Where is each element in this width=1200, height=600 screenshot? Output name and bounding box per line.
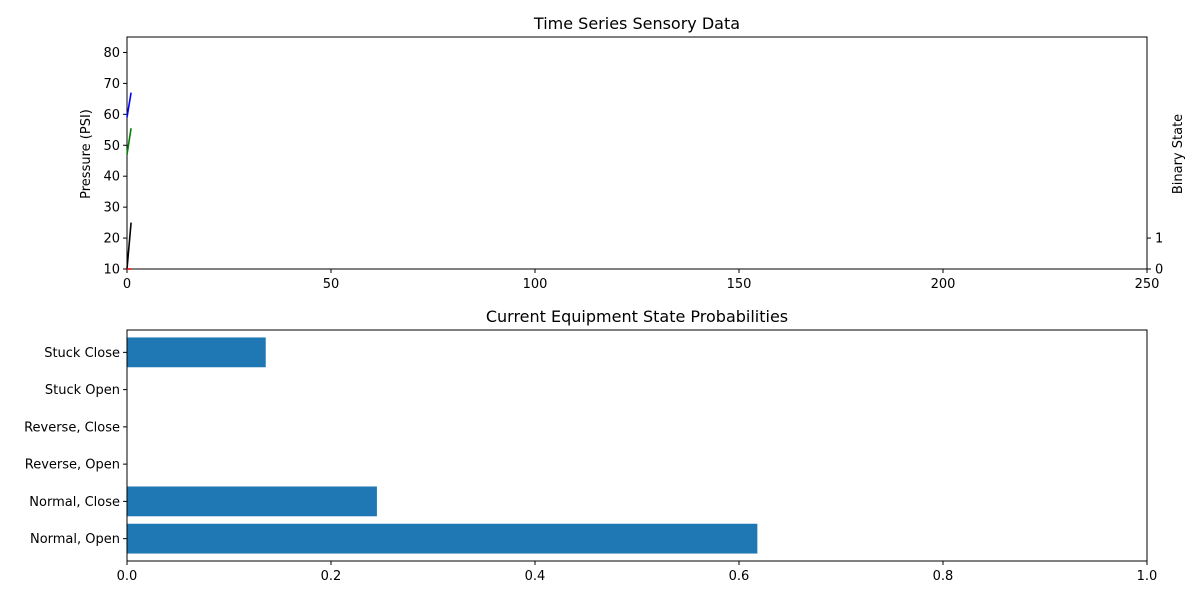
plot-frame bbox=[126, 36, 1148, 270]
y-axis-ticks: Normal, Open Normal, Close Reverse, Open Re… bbox=[24, 346, 127, 547]
y-tick-label: 10 bbox=[103, 263, 120, 278]
y-tick-label: 70 bbox=[103, 77, 120, 92]
x-axis-ticks: 0 50 100 150 200 250 bbox=[123, 269, 1160, 292]
y-axis-ticks: 10 20 30 40 50 60 70 80 bbox=[103, 46, 127, 278]
y-tick-label: 20 bbox=[103, 232, 120, 247]
y-tick-label: Reverse, Open bbox=[25, 458, 120, 473]
x-tick-label: 0.2 bbox=[321, 569, 342, 584]
bars bbox=[127, 337, 758, 554]
state-probability-chart: Current Equipment State Probabilities 0.… bbox=[24, 307, 1157, 584]
y-tick-label: 60 bbox=[103, 108, 120, 123]
y-tick-label: 80 bbox=[103, 46, 120, 61]
bar bbox=[127, 486, 377, 517]
x-tick-label: 50 bbox=[323, 277, 340, 292]
bar bbox=[127, 337, 266, 368]
series-lines bbox=[126, 92, 132, 270]
y-tick-label: 30 bbox=[103, 201, 120, 216]
chart-title: Current Equipment State Probabilities bbox=[486, 307, 788, 326]
right-y-axis-label: Binary State bbox=[1171, 114, 1186, 194]
series-line bbox=[126, 222, 132, 270]
y-tick-label: Normal, Close bbox=[29, 495, 120, 510]
x-tick-label: 0.4 bbox=[525, 569, 546, 584]
x-tick-label: 250 bbox=[1135, 277, 1160, 292]
right-y-tick-label: 0 bbox=[1155, 263, 1163, 278]
right-y-tick-label: 1 bbox=[1155, 232, 1163, 247]
bar bbox=[127, 523, 758, 554]
y-tick-label: Stuck Close bbox=[44, 346, 120, 361]
x-tick-label: 100 bbox=[523, 277, 548, 292]
x-tick-label: 200 bbox=[931, 277, 956, 292]
x-axis-ticks: 0.0 0.2 0.4 0.6 0.8 1.0 bbox=[117, 561, 1158, 584]
y-tick-label: Reverse, Close bbox=[24, 420, 120, 435]
time-series-chart: Time Series Sensory Data Pressure (PSI) … bbox=[79, 14, 1186, 292]
y-tick-label: 50 bbox=[103, 139, 120, 154]
right-y-axis-ticks: 01 bbox=[1147, 232, 1163, 278]
x-tick-label: 1.0 bbox=[1137, 569, 1158, 584]
x-tick-label: 150 bbox=[727, 277, 752, 292]
plot-frame bbox=[126, 329, 1148, 562]
y-axis-label: Pressure (PSI) bbox=[79, 109, 94, 199]
x-tick-label: 0.8 bbox=[933, 569, 954, 584]
x-tick-label: 0.6 bbox=[729, 569, 750, 584]
x-tick-label: 0.0 bbox=[117, 569, 138, 584]
y-tick-label: 40 bbox=[103, 170, 120, 185]
y-tick-label: Normal, Open bbox=[30, 532, 120, 547]
y-tick-label: Stuck Open bbox=[45, 383, 120, 398]
x-tick-label: 0 bbox=[123, 277, 131, 292]
chart-title: Time Series Sensory Data bbox=[533, 14, 740, 33]
series-line bbox=[126, 128, 132, 155]
series-line bbox=[126, 92, 132, 118]
